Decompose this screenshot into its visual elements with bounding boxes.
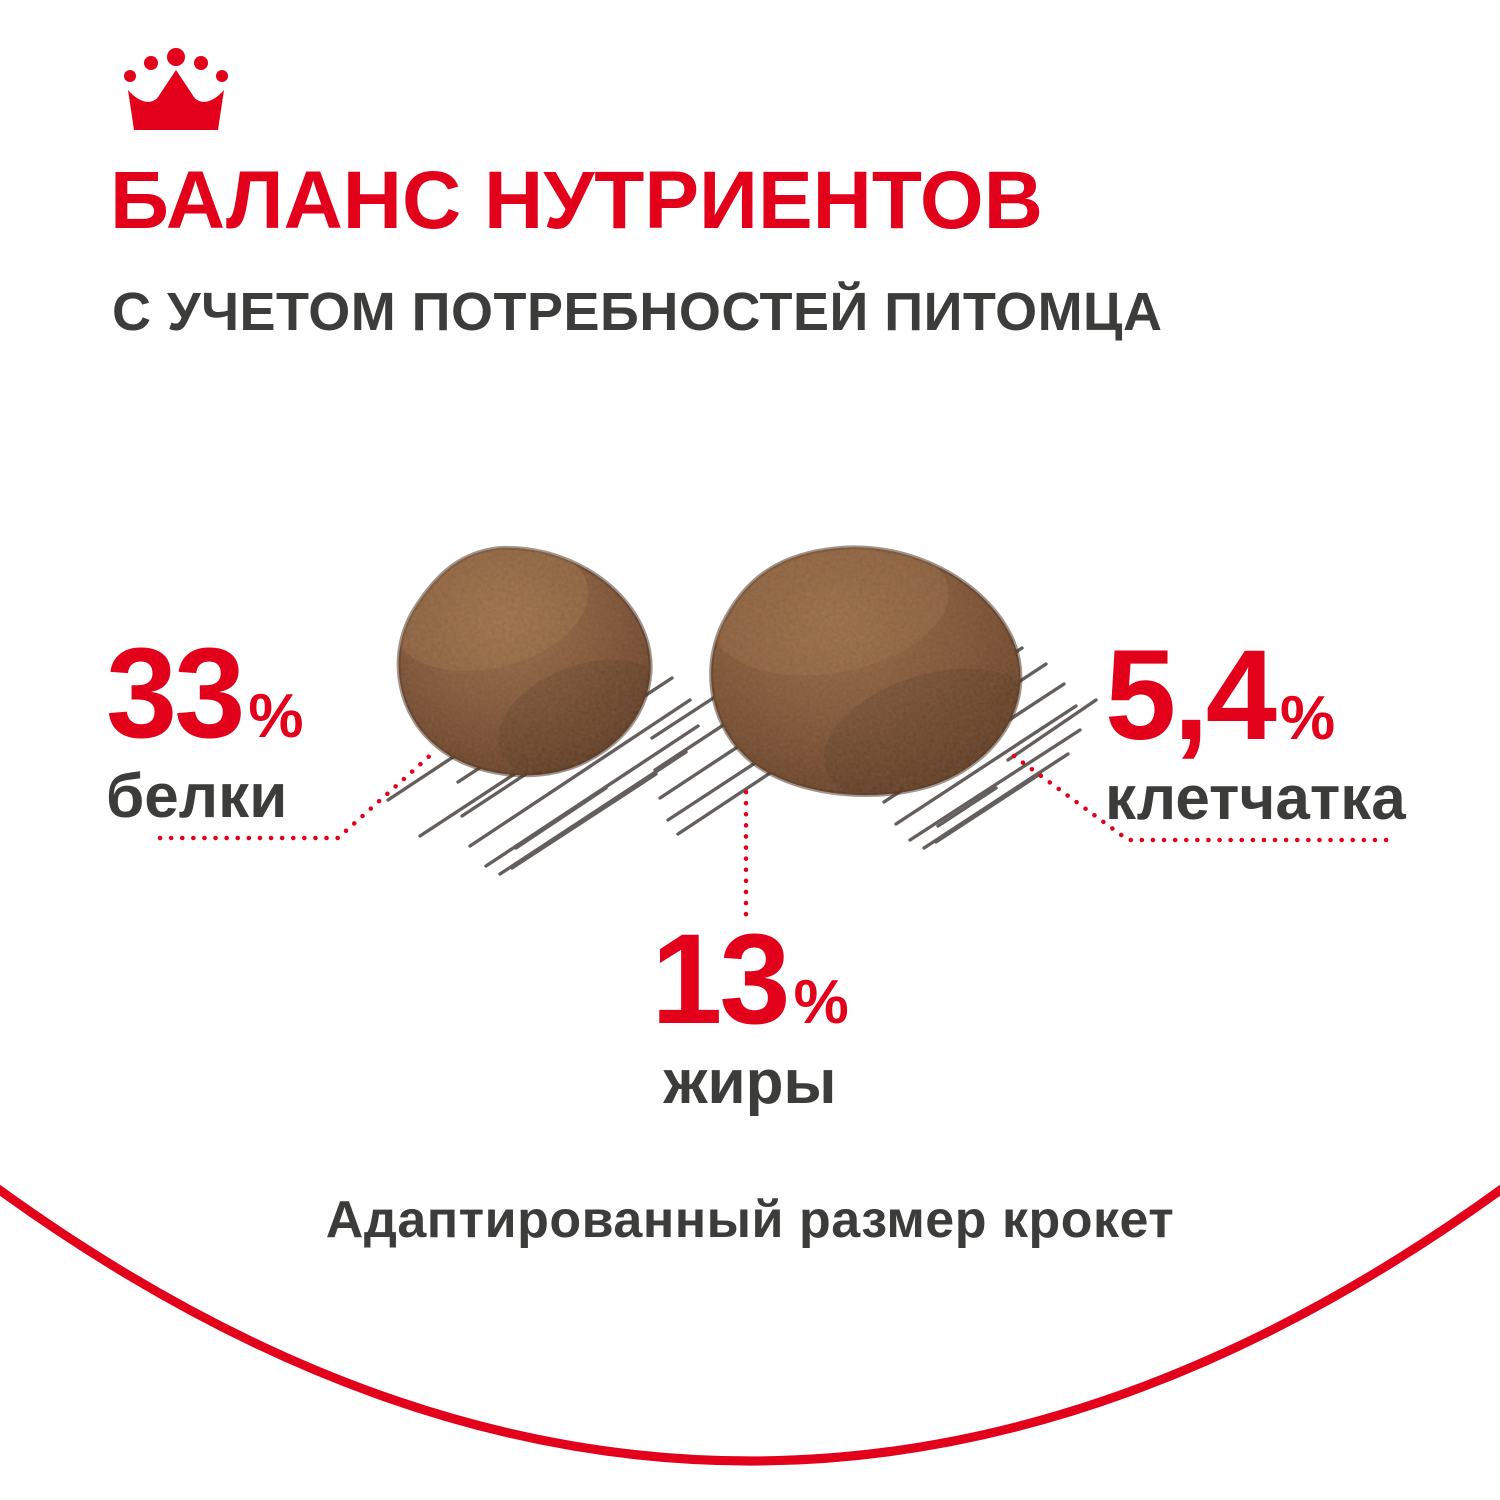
fat-unit: % <box>793 968 849 1037</box>
nutrient-fat: 13% жиры <box>530 916 970 1114</box>
nutrient-fiber-value: 5,4% <box>1105 632 1406 760</box>
royal-canin-crown-icon <box>124 48 228 130</box>
nutrient-protein: 33% белки <box>106 630 304 828</box>
footer-caption: Адаптированный размер крокет <box>325 1191 1175 1249</box>
protein-label: белки <box>106 762 288 831</box>
fiber-label: клетчатка <box>1105 764 1406 833</box>
page-title: БАЛАНС НУТРИЕНТОВ <box>110 155 1043 246</box>
nutrient-fat-value: 13% <box>530 916 970 1044</box>
protein-value: 33 <box>106 622 245 765</box>
nutrient-fiber: 5,4% клетчатка <box>1105 632 1406 830</box>
motion-lines <box>386 638 1098 876</box>
nutrient-protein-value: 33% <box>106 630 304 758</box>
brand-logo <box>112 46 240 138</box>
fiber-unit: % <box>1279 684 1336 753</box>
kibble-left-photo <box>396 545 653 778</box>
fat-label: жиры <box>663 1048 837 1117</box>
kibble-right-photo <box>709 545 1023 798</box>
fat-value: 13 <box>651 908 790 1051</box>
fiber-value: 5,4 <box>1105 624 1277 767</box>
protein-unit: % <box>248 682 304 751</box>
page-subtitle: С УЧЕТОМ ПОТРЕБНОСТЕЙ ПИТОМЦА <box>112 282 1163 342</box>
